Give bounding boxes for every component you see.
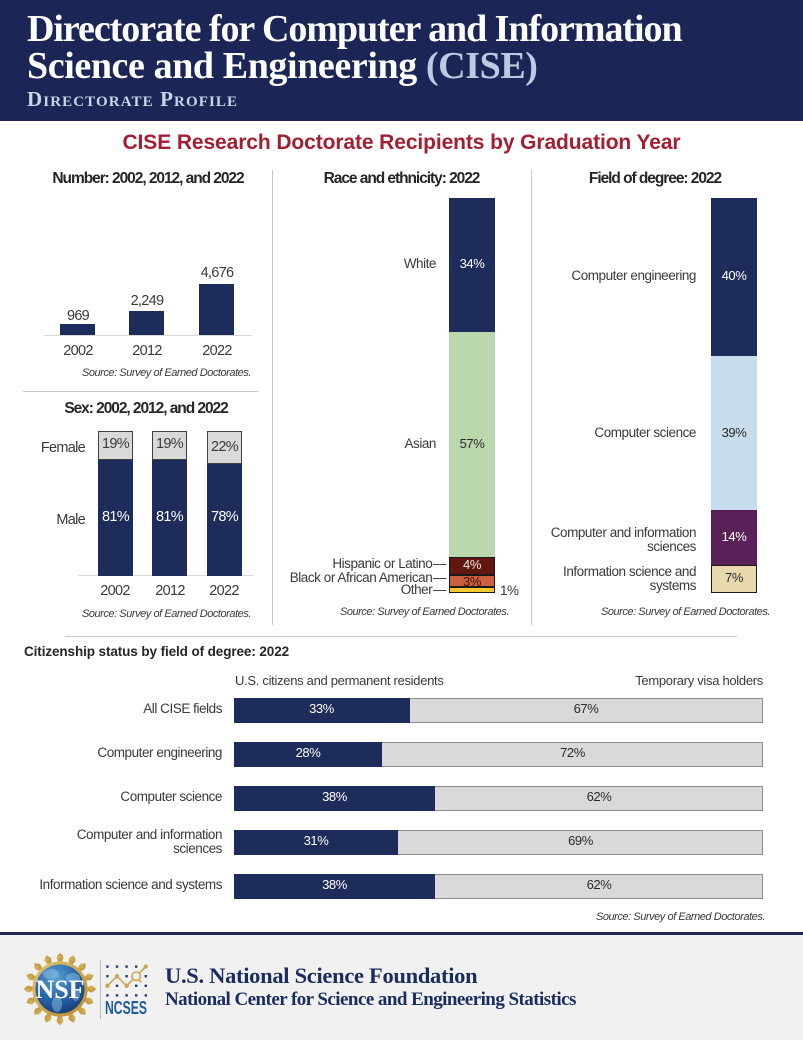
svg-text:NCSES: NCSES <box>105 998 147 1018</box>
svg-text:NSF: NSF <box>35 975 84 1004</box>
